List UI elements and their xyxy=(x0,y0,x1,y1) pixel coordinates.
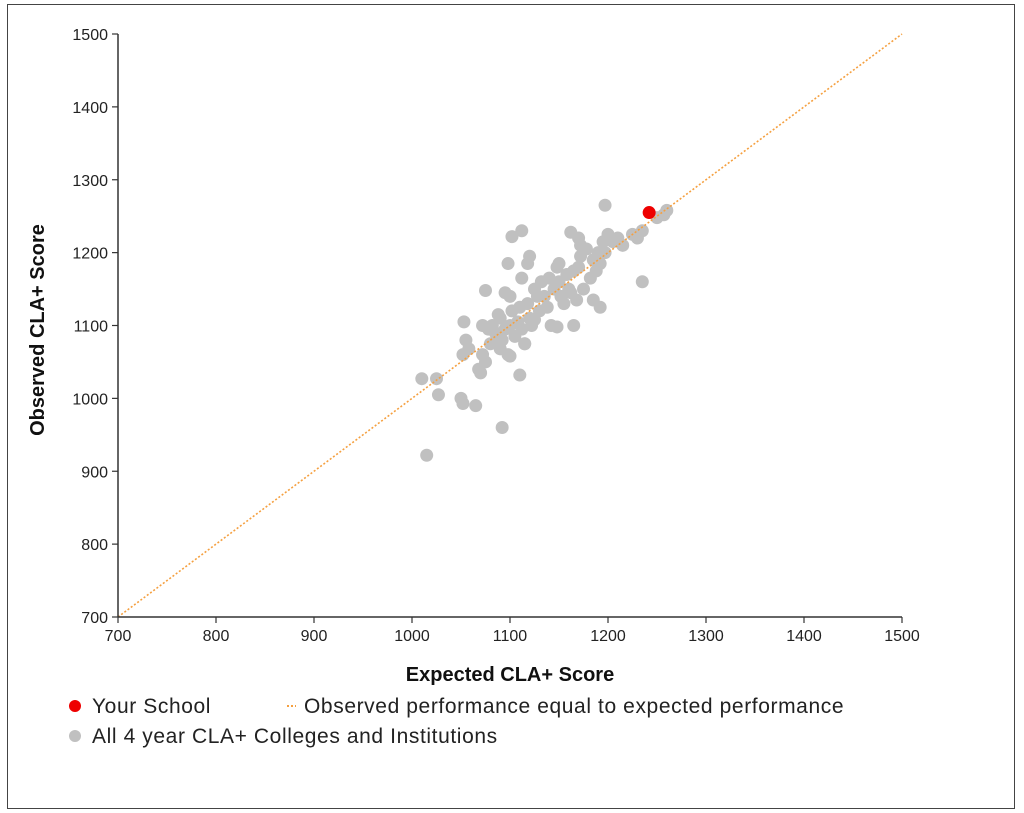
y-tick-label: 800 xyxy=(81,537,108,554)
scatter-point-all-schools xyxy=(557,297,571,311)
x-axis-title: Expected CLA+ Score xyxy=(406,664,614,686)
scatter-point-all-schools xyxy=(479,284,492,298)
reference-line-equal-performance xyxy=(117,33,903,618)
x-tick-label: 1300 xyxy=(688,628,724,645)
x-tick-label: 1200 xyxy=(590,628,626,645)
scatter-point-all-schools xyxy=(456,396,470,410)
scatter-point-all-schools xyxy=(550,320,564,334)
scatter-point-all-schools xyxy=(469,399,483,413)
legend-your-school-marker xyxy=(69,700,81,712)
reference-line-layer xyxy=(117,33,903,618)
x-tick-label: 800 xyxy=(203,628,230,645)
scatter-point-all-schools xyxy=(493,342,507,356)
y-tick-label: 1100 xyxy=(74,319,109,336)
y-tick-label: 1200 xyxy=(72,246,108,263)
scatter-point-all-schools xyxy=(479,355,492,369)
scatter-point-all-schools xyxy=(491,308,505,322)
x-tick-label: 700 xyxy=(105,628,132,645)
scatter-point-all-schools xyxy=(540,300,554,314)
scatter-point-all-schools xyxy=(616,238,630,252)
y-tick-label: 1400 xyxy=(72,100,108,117)
scatter-point-all-schools xyxy=(515,271,529,285)
scatter-point-all-schools xyxy=(521,297,535,311)
scatter-point-all-schools xyxy=(577,282,590,296)
x-axis-ticks: 700 800 900 1000 1100 1200 1300 1400 1500 xyxy=(105,617,920,645)
scatter-point-all-schools xyxy=(513,368,527,382)
scatter-point-all-schools xyxy=(518,337,532,351)
scatter-point-all-schools xyxy=(503,289,517,303)
x-tick-label: 1500 xyxy=(884,628,920,645)
scatter-point-all-schools xyxy=(567,319,581,332)
scatter-point-all-schools xyxy=(515,224,529,238)
x-tick-label: 1100 xyxy=(493,628,528,645)
scatter-point-all-schools xyxy=(501,257,515,271)
y-axis-title: Observed CLA+ Score xyxy=(27,224,49,436)
scatter-point-all-schools xyxy=(598,198,612,212)
scatter-point-all-schools xyxy=(462,342,476,356)
scatter-point-all-schools xyxy=(481,322,495,336)
x-tick-label: 1400 xyxy=(786,628,822,645)
x-tick-label: 1000 xyxy=(394,628,430,645)
scatter-point-all-schools xyxy=(415,372,429,386)
scatter-point-all-schools xyxy=(430,372,443,386)
scatter-point-all-schools xyxy=(542,271,556,285)
scatter-point-all-schools xyxy=(523,249,537,263)
scatter-point-all-schools xyxy=(474,366,488,380)
scatter-point-all-schools xyxy=(635,275,649,289)
scatter-point-all-schools xyxy=(528,313,541,327)
scatter-point-all-schools xyxy=(515,322,529,336)
scatter-point-all-schools xyxy=(495,421,509,435)
y-tick-label: 700 xyxy=(81,610,108,627)
scatter-point-all-schools xyxy=(457,315,471,329)
chart-frame xyxy=(7,4,1015,809)
legend-your-school-label: Your School xyxy=(92,695,211,718)
scatter-point-all-schools xyxy=(572,260,586,274)
y-tick-label: 1000 xyxy=(72,391,108,408)
scatter-point-all-schools xyxy=(537,289,551,303)
scatter-point-all-schools xyxy=(586,293,600,307)
scatter-point-all-schools xyxy=(660,203,674,217)
y-tick-label: 1500 xyxy=(72,27,108,44)
scatter-point-all-schools xyxy=(431,388,445,402)
scatter-point-all-schools xyxy=(598,246,612,260)
scatter-point-your-school xyxy=(642,206,656,220)
x-tick-label: 900 xyxy=(301,628,328,645)
scatter-point-all-schools xyxy=(552,257,566,271)
scatter-point-all-schools xyxy=(503,349,517,363)
legend: Your School Observed performance equal t… xyxy=(69,695,844,748)
y-axis-ticks: 700 800 900 1000 1100 1200 1300 1400 1500 xyxy=(72,27,118,627)
legend-all-schools-marker xyxy=(69,730,81,742)
y-tick-label: 900 xyxy=(81,464,108,481)
scatter-point-all-schools xyxy=(420,448,434,462)
scatter-point-all-schools xyxy=(505,230,519,244)
scatter-point-all-schools xyxy=(635,224,649,238)
data-points xyxy=(415,198,674,462)
legend-all-schools-label: All 4 year CLA+ Colleges and Institution… xyxy=(92,725,498,748)
legend-equal-line-label: Observed performance equal to expected p… xyxy=(304,695,844,718)
scatter-point-all-schools xyxy=(574,238,588,252)
y-tick-label: 1300 xyxy=(72,173,108,190)
scatter-point-all-schools xyxy=(570,293,584,307)
